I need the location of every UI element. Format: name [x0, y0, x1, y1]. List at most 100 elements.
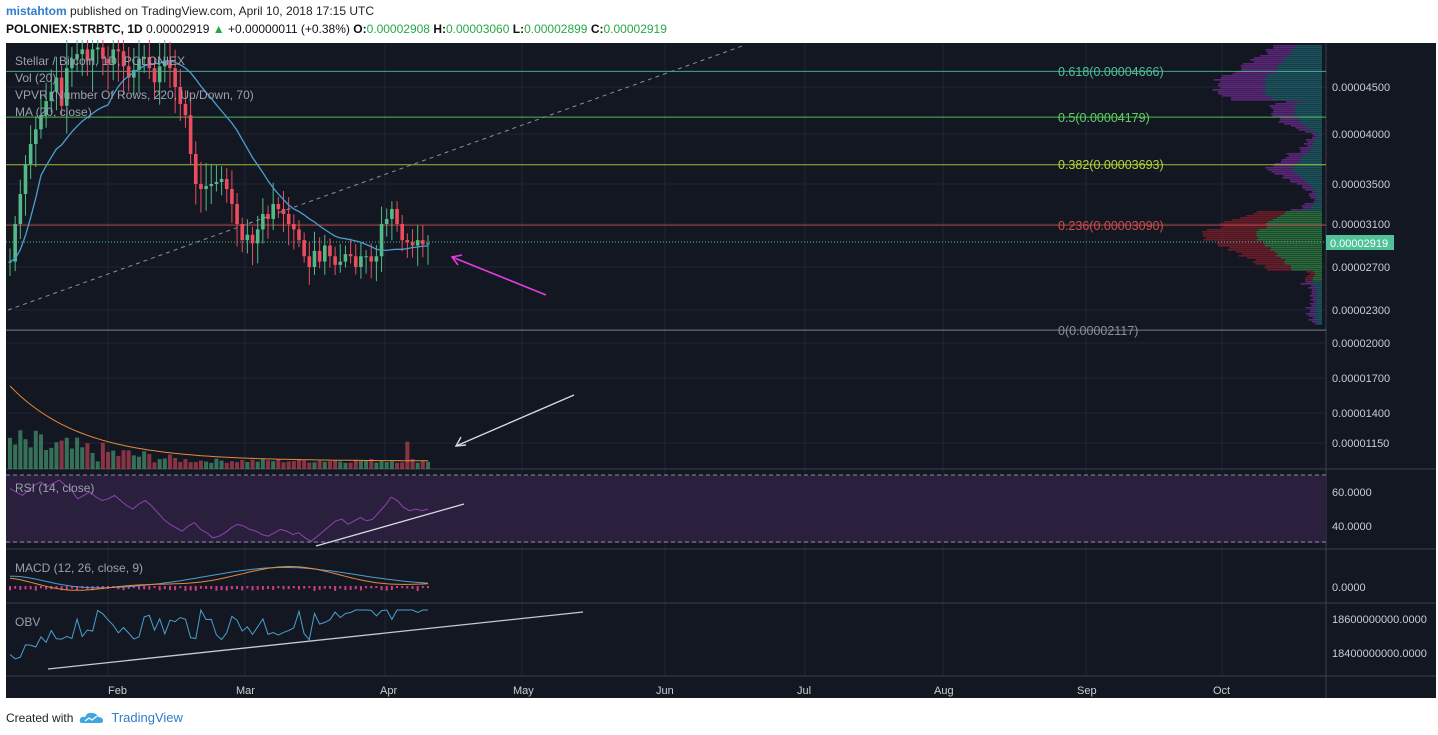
- volume-bar: [173, 457, 178, 469]
- volume-bar: [69, 448, 74, 469]
- vpvr-row-down: [1312, 317, 1317, 319]
- volume-bar: [302, 460, 307, 469]
- vpvr-row-down: [1260, 55, 1289, 57]
- vpvr-row-up: [1262, 79, 1322, 81]
- vpvr-row-down: [1302, 207, 1312, 209]
- candle-body: [132, 70, 136, 78]
- vpvr-histogram: [1202, 45, 1322, 325]
- rsi-line: [9, 479, 429, 542]
- vpvr-row-up: [1282, 59, 1322, 61]
- low-value: 0.00002899: [524, 22, 588, 36]
- candle-body: [230, 189, 234, 204]
- vpvr-row-up: [1315, 311, 1322, 313]
- vpvr-row-down: [1308, 315, 1315, 317]
- vpvr-row-up: [1316, 297, 1322, 299]
- vpvr-row-down: [1223, 225, 1268, 227]
- trading-chart[interactable]: Stellar / Bitcoin, 1D, POLONIEX Vol (20)…: [0, 40, 1438, 702]
- vpvr-row-up: [1317, 201, 1322, 203]
- high-value: 0.00003060: [446, 22, 510, 36]
- candle-body: [188, 115, 193, 154]
- volume-bar: [255, 461, 260, 469]
- vpvr-row-down: [1229, 247, 1272, 249]
- vpvr-row-down: [1269, 105, 1294, 107]
- vpvr-row-down: [1301, 205, 1311, 207]
- vpvr-row-down: [1273, 165, 1296, 167]
- vpvr-row-up: [1284, 213, 1322, 215]
- candle-body: [343, 254, 348, 262]
- candle-body: [333, 256, 337, 265]
- macd-histogram-bar: [39, 586, 42, 589]
- volume-bar: [188, 462, 193, 469]
- vpvr-row-down: [1303, 143, 1313, 145]
- volume-bar: [193, 462, 198, 469]
- vpvr-row-up: [1317, 199, 1322, 201]
- volume-bar: [214, 458, 219, 469]
- created-with-text: Created with: [6, 710, 74, 725]
- vpvr-row-down: [1241, 69, 1278, 71]
- macd-histogram-bar: [287, 586, 290, 590]
- volume-ma-line: [9, 385, 428, 462]
- vpvr-row-down: [1309, 303, 1316, 305]
- macd-histogram-bar: [251, 586, 254, 591]
- vpvr-row-up: [1310, 185, 1322, 187]
- candle-body: [199, 184, 203, 189]
- fib-label-05: 0.5(0.00004179): [1058, 111, 1150, 125]
- vpvr-row-up: [1295, 173, 1322, 175]
- candle-body: [224, 179, 229, 189]
- macd-histogram-bar: [416, 586, 419, 591]
- vpvr-row-up: [1303, 155, 1322, 157]
- vpvr-row-up: [1304, 125, 1322, 127]
- vpvr-row-down: [1231, 97, 1272, 99]
- candle-body: [90, 49, 95, 61]
- vpvr-row-down: [1298, 129, 1310, 131]
- vpvr-row-down: [1273, 109, 1296, 111]
- candle-body: [18, 194, 23, 224]
- vpvr-row-up: [1256, 233, 1322, 235]
- vpvr-row-down: [1212, 89, 1262, 91]
- vpvr-row-down: [1309, 273, 1316, 275]
- vpvr-row-down: [1280, 119, 1300, 121]
- vpvr-row-down: [1282, 177, 1301, 179]
- candle-body: [405, 240, 410, 243]
- price-tick: 0.00001700: [1332, 373, 1390, 385]
- vpvr-row-up: [1316, 285, 1322, 287]
- vpvr-row-up: [1301, 123, 1322, 125]
- candle-body: [271, 204, 275, 219]
- macd-histogram-bar: [427, 586, 429, 589]
- vpvr-row-down: [1300, 149, 1311, 151]
- author-link[interactable]: mistahtom: [6, 4, 67, 18]
- time-tick: Oct: [1213, 685, 1230, 697]
- vpvr-row-up: [1312, 281, 1322, 283]
- candle-body: [250, 234, 255, 244]
- fib-label-0618: 0.618(0.00004666): [1058, 65, 1164, 79]
- volume-bar: [405, 441, 410, 469]
- high-label: H:: [433, 22, 446, 36]
- vpvr-row-up: [1288, 55, 1322, 57]
- macd-histogram-bar: [339, 586, 342, 589]
- macd-histogram-bar: [246, 586, 249, 589]
- candle-body: [410, 242, 415, 246]
- candle-body: [54, 77, 59, 92]
- vpvr-row-up: [1294, 115, 1322, 117]
- macd-histogram-bar: [205, 586, 208, 589]
- volume-bar: [322, 461, 327, 469]
- volume-bar: [286, 461, 291, 469]
- macd-histogram-bar: [9, 586, 11, 591]
- time-tick: Mar: [236, 685, 255, 697]
- trendline-dashed: [7, 44, 746, 311]
- macd-histogram-bar: [179, 586, 182, 589]
- vpvr-row-up: [1302, 153, 1322, 155]
- volume-bar: [49, 447, 54, 469]
- vpvr-row-down: [1280, 161, 1300, 163]
- vpvr-row-up: [1272, 219, 1322, 221]
- candle-body: [359, 256, 363, 267]
- vpvr-row-down: [1223, 221, 1268, 223]
- candle-body: [95, 47, 100, 50]
- legend-title: Stellar / Bitcoin, 1D, POLONIEX: [15, 54, 185, 68]
- tradingview-link[interactable]: TradingView: [111, 710, 183, 725]
- candle-body: [240, 224, 245, 241]
- vpvr-row-up: [1311, 207, 1322, 209]
- rsi-band: [6, 475, 1326, 543]
- rsi-tick: 40.0000: [1332, 521, 1372, 533]
- volume-bar: [271, 461, 276, 469]
